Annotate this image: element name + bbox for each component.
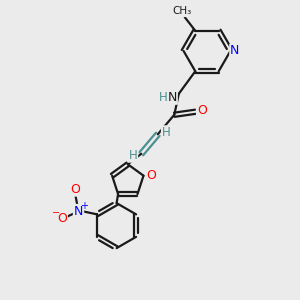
Text: O: O — [197, 104, 207, 117]
Text: CH₃: CH₃ — [173, 6, 192, 16]
Text: +: + — [80, 201, 88, 211]
Text: H: H — [128, 149, 137, 162]
Text: O: O — [146, 169, 156, 182]
Text: H: H — [162, 126, 171, 139]
Text: −: − — [52, 208, 60, 218]
Text: O: O — [57, 212, 67, 225]
Text: N: N — [167, 91, 177, 104]
Text: H: H — [159, 91, 168, 104]
Text: O: O — [70, 183, 80, 196]
Text: N: N — [230, 44, 240, 58]
Text: N: N — [74, 205, 83, 218]
